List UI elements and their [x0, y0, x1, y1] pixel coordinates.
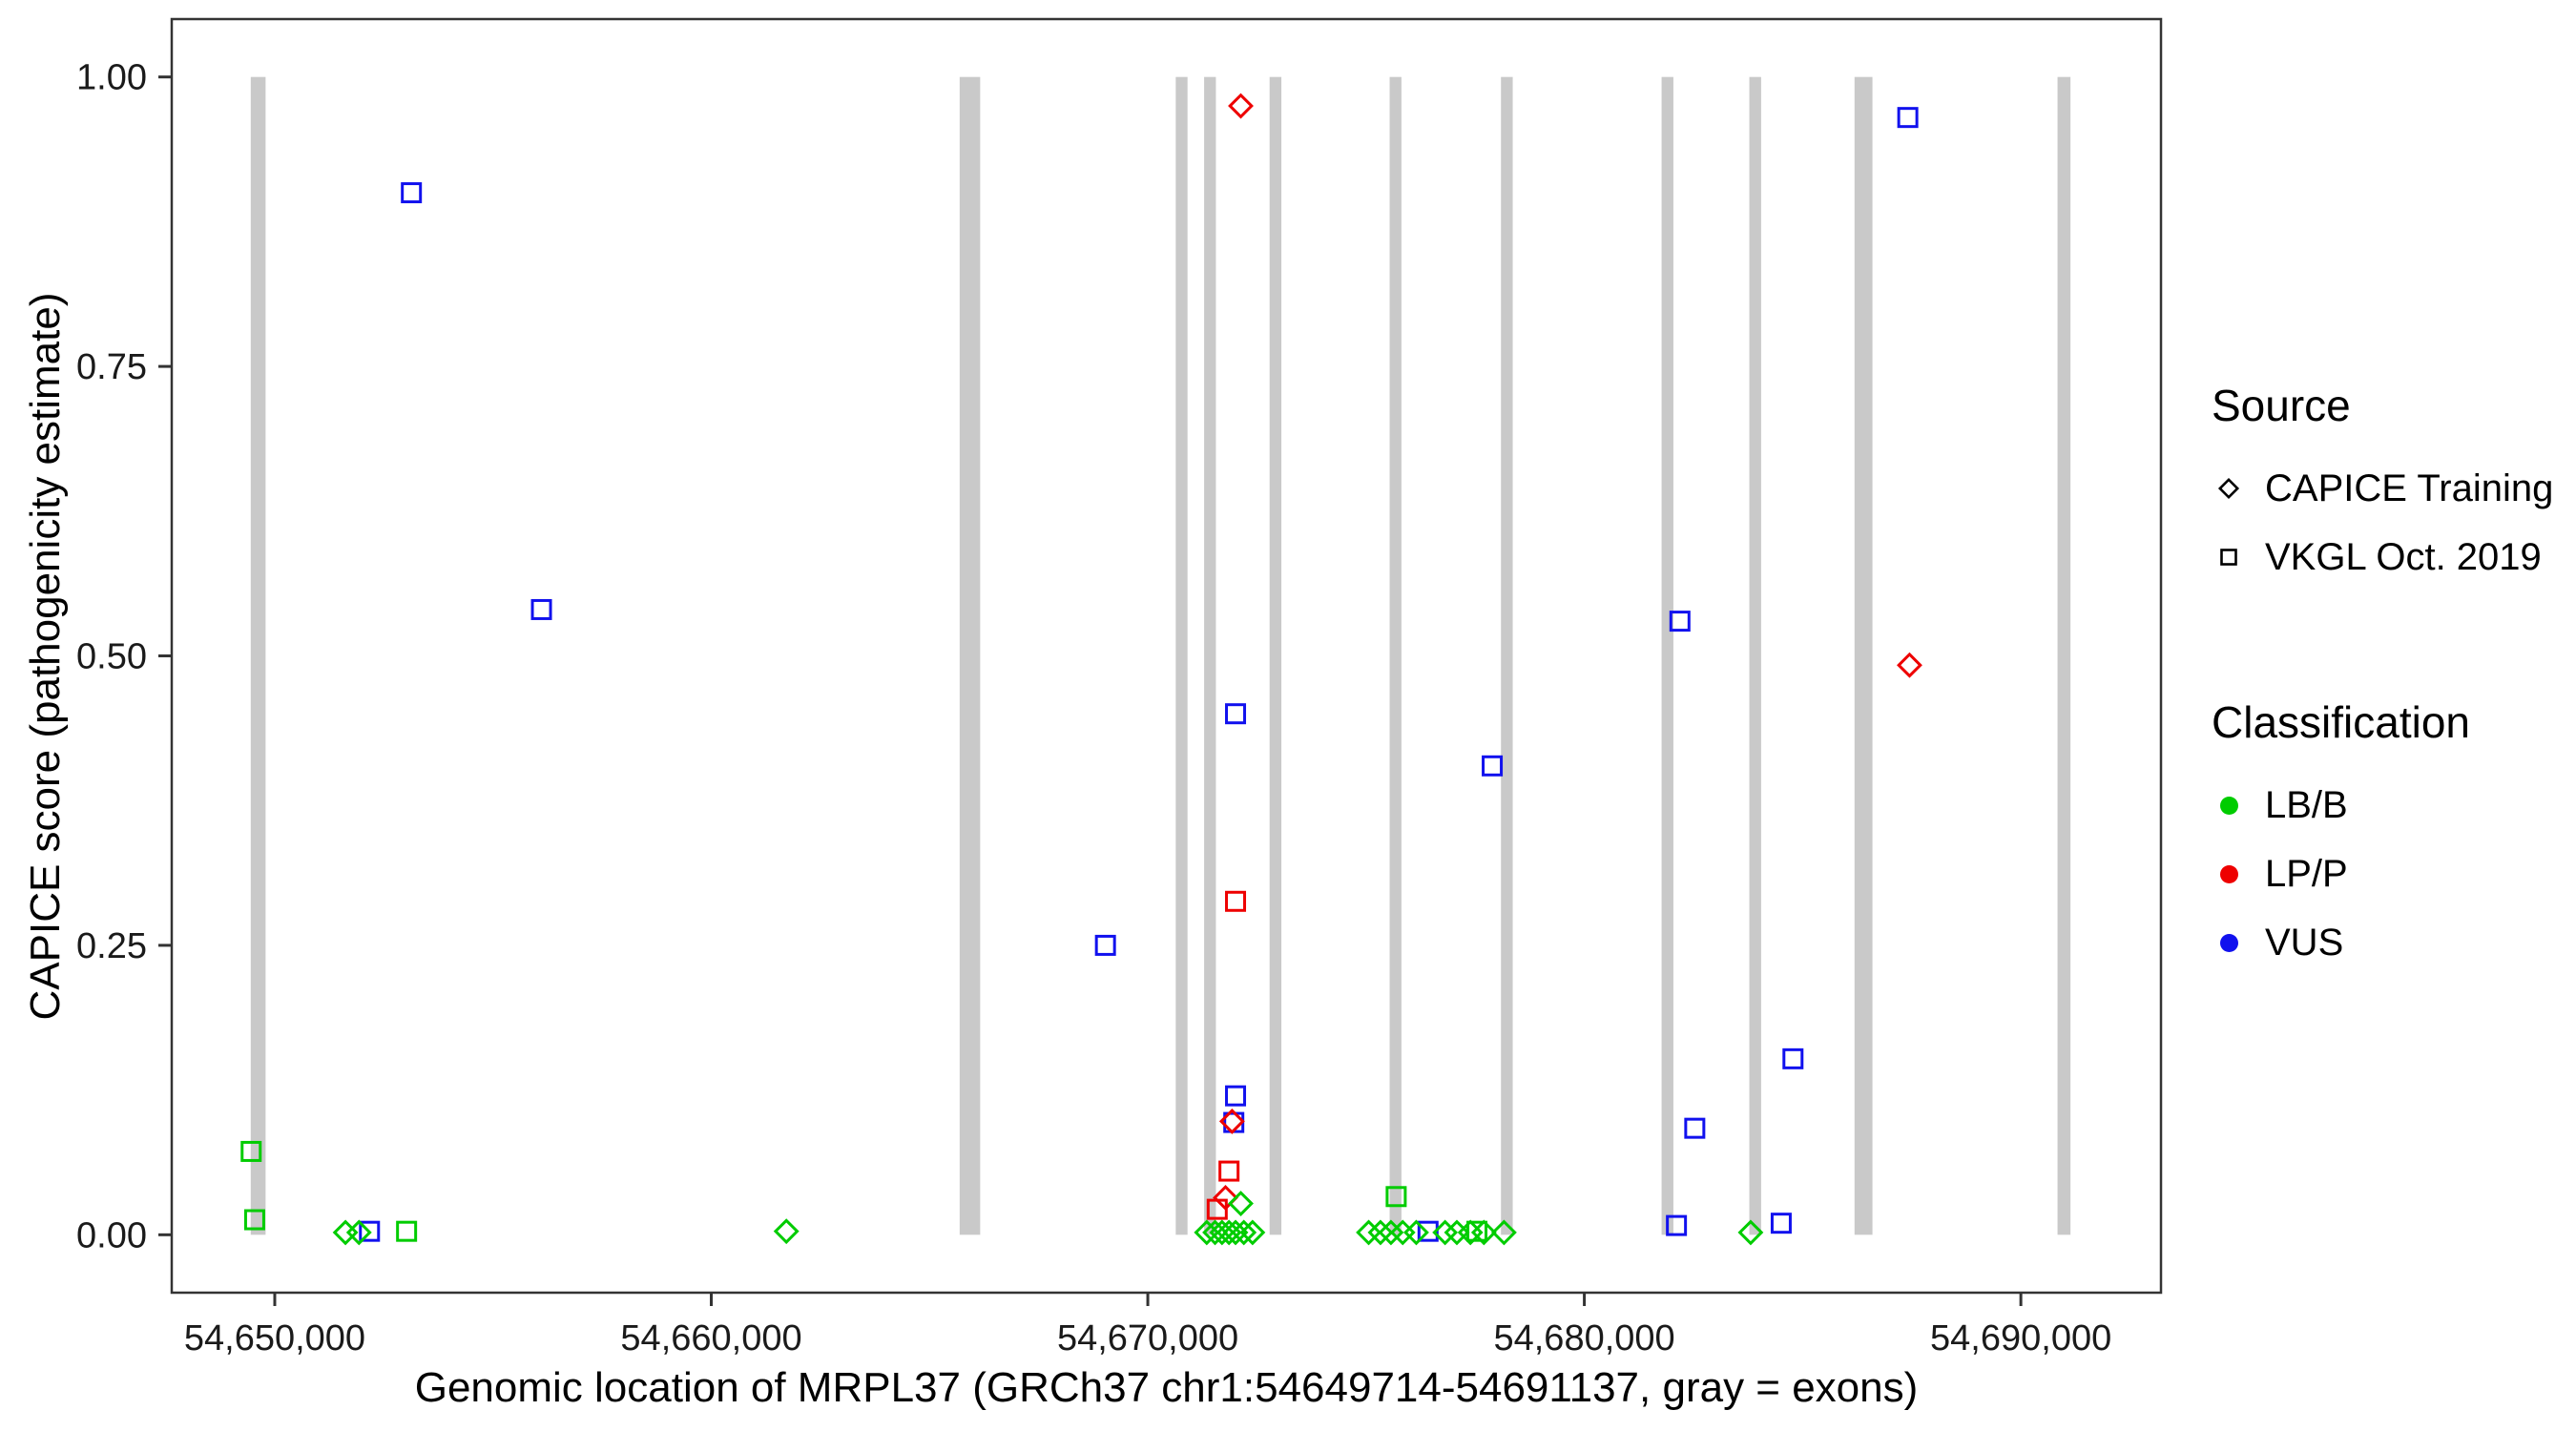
data-point-square — [1218, 1160, 1240, 1182]
data-point-square — [1669, 611, 1691, 633]
panel-border — [170, 17, 2163, 1295]
data-point-square — [1666, 1214, 1688, 1236]
legend-item-label: LB/B — [2265, 783, 2348, 826]
exon-bar — [1204, 76, 1216, 1235]
exon-bar — [1175, 76, 1188, 1235]
data-point-diamond — [332, 1219, 359, 1246]
exon-bar — [1269, 76, 1282, 1235]
data-point-diamond — [773, 1218, 800, 1245]
legend-item-vus: VUS — [2212, 908, 2553, 977]
data-point-diamond — [1228, 1191, 1254, 1216]
exon-bar — [1749, 76, 1761, 1235]
x-tick-label: 54,650,000 — [184, 1318, 365, 1358]
exon-bar — [1854, 76, 1873, 1235]
data-point-diamond — [1490, 1219, 1517, 1246]
y-tick-label: 1.00 — [76, 58, 147, 98]
data-point-diamond — [1215, 1219, 1242, 1246]
data-point-diamond — [1389, 1219, 1416, 1246]
legend-item-label: VUS — [2265, 921, 2344, 964]
x-axis-title: Genomic location of MRPL37 (GRCh37 chr1:… — [414, 1364, 1919, 1411]
data-point-square — [1482, 755, 1504, 777]
data-point-diamond — [1228, 93, 1254, 119]
y-tick-label: 0.75 — [76, 347, 147, 387]
data-point-square — [1225, 890, 1247, 912]
lbb-dot-icon — [2212, 788, 2246, 822]
y-tick-label: 0.00 — [76, 1215, 147, 1255]
exon-bar — [1501, 76, 1513, 1235]
data-point-diamond — [1239, 1219, 1266, 1246]
data-point-square — [243, 1209, 265, 1231]
data-point-square — [1385, 1186, 1407, 1208]
exon-bar — [959, 76, 981, 1235]
legend-item-capice-training: CAPICE Training — [2212, 454, 2553, 523]
x-tick-label: 54,690,000 — [1930, 1318, 2111, 1358]
legend-classification-section: Classification LB/B LP/P VUS — [2212, 696, 2553, 977]
chart-canvas: 54,650,000 54,660,000 54,670,000 54,680,000… — [76, 17, 2163, 1358]
data-point-square — [240, 1140, 262, 1162]
lpp-dot-icon — [2212, 857, 2246, 891]
data-point-square — [1770, 1213, 1792, 1234]
data-point-square — [1225, 1085, 1247, 1107]
exon-bar — [2057, 76, 2071, 1235]
exon-bar — [1389, 76, 1402, 1235]
exon-bar — [250, 76, 266, 1235]
exon-bar — [1661, 76, 1673, 1235]
legend-item-label: LP/P — [2265, 852, 2348, 895]
data-point-diamond — [1457, 1219, 1484, 1246]
data-point-diamond — [1222, 1219, 1249, 1246]
vus-dot-icon — [2212, 925, 2246, 960]
data-point-diamond — [1444, 1219, 1470, 1246]
data-point-square — [1684, 1117, 1706, 1139]
legend-classification-title: Classification — [2212, 697, 2470, 747]
data-point-diamond — [1897, 652, 1922, 678]
data-point-diamond — [1194, 1219, 1220, 1246]
data-point-diamond — [1403, 1219, 1429, 1246]
square-icon — [2212, 540, 2246, 574]
x-tick-label: 54,660,000 — [620, 1318, 801, 1358]
data-point-diamond — [1231, 1219, 1257, 1246]
legend-item-label: VKGL Oct. 2019 — [2265, 535, 2542, 578]
data-point-diamond — [345, 1219, 372, 1246]
data-point-diamond — [1470, 1219, 1497, 1246]
legend-item-lbb: LB/B — [2212, 771, 2553, 840]
data-point-diamond — [1218, 1108, 1245, 1134]
data-point-square — [1897, 107, 1919, 129]
legend-item-lpp: LP/P — [2212, 840, 2553, 908]
legend: Source CAPICE Training VKGL Oct. 2019 — [2212, 380, 2553, 977]
data-point-square — [1782, 1047, 1804, 1069]
legend-item-label: CAPICE Training — [2265, 467, 2554, 509]
x-tick-label: 54,680,000 — [1493, 1318, 1674, 1358]
data-point-diamond — [1737, 1219, 1764, 1246]
x-tick-label: 54,670,000 — [1057, 1318, 1238, 1358]
y-axis-title: CAPICE score (pathogenicity estimate) — [22, 292, 69, 1021]
data-point-square — [1225, 703, 1247, 725]
data-point-diamond — [1209, 1219, 1236, 1246]
data-point-diamond — [1202, 1219, 1228, 1246]
data-point-square — [396, 1220, 418, 1242]
data-point-square — [359, 1220, 381, 1242]
legend-source-title: Source — [2212, 381, 2351, 430]
diamond-icon — [2212, 471, 2246, 506]
data-point-square — [530, 598, 552, 620]
legend-source-section: Source CAPICE Training VKGL Oct. 2019 — [2212, 380, 2553, 591]
y-tick-label: 0.25 — [76, 926, 147, 966]
legend-item-vkgl: VKGL Oct. 2019 — [2212, 523, 2553, 591]
data-point-square — [1094, 934, 1116, 956]
data-point-square — [401, 182, 423, 204]
y-tick-label: 0.50 — [76, 637, 147, 677]
